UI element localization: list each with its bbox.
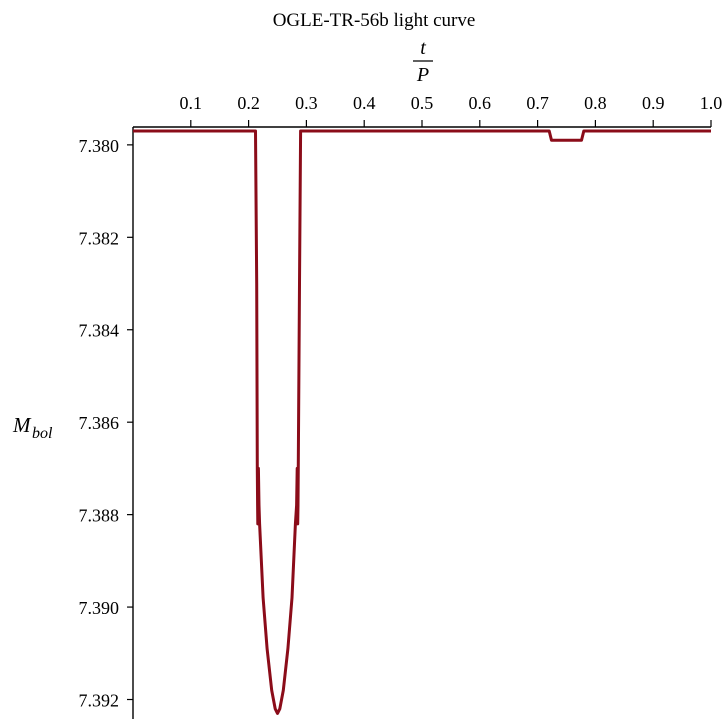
x-tick-label: 0.1 bbox=[180, 93, 203, 113]
x-axis-label-denominator: P bbox=[416, 64, 429, 86]
x-tick-label: 1.0 bbox=[700, 93, 723, 113]
series-layer bbox=[133, 129, 711, 715]
chart-title: OGLE-TR-56b light curve bbox=[273, 10, 476, 31]
y-tick-label: 7.382 bbox=[79, 228, 120, 248]
x-tick-label: 0.6 bbox=[469, 93, 492, 113]
y-tick-label: 7.380 bbox=[79, 136, 120, 156]
light-curve-series-line bbox=[133, 129, 711, 715]
y-tick-label: 7.388 bbox=[79, 506, 120, 526]
y-axis-label-main: M bbox=[12, 413, 32, 437]
y-tick-label: 7.390 bbox=[79, 598, 120, 618]
x-tick-label: 0.2 bbox=[237, 93, 260, 113]
y-tick-label: 7.384 bbox=[79, 321, 120, 341]
x-tick-label: 0.4 bbox=[353, 93, 376, 113]
y-tick-label: 7.386 bbox=[79, 413, 120, 433]
x-axis-label-numerator: t bbox=[420, 37, 426, 59]
x-tick-label: 0.5 bbox=[411, 93, 434, 113]
y-tick-label: 7.392 bbox=[79, 691, 120, 711]
x-axis-label: t P bbox=[413, 37, 433, 86]
x-tick-label: 0.7 bbox=[526, 93, 549, 113]
x-tick-label: 0.8 bbox=[584, 93, 607, 113]
y-axis-label: M bol bbox=[12, 413, 53, 442]
x-tick-label: 0.9 bbox=[642, 93, 665, 113]
x-axis-ticks: 0.1 0.2 0.3 0.4 0.5 0.6 0.7 0.8 0.9 1.0 bbox=[180, 93, 723, 127]
x-tick-label: 0.3 bbox=[295, 93, 318, 113]
y-axis-ticks: 7.380 7.382 7.384 7.386 7.388 7.390 7.392 bbox=[79, 136, 133, 711]
y-axis-label-subscript: bol bbox=[32, 425, 53, 442]
